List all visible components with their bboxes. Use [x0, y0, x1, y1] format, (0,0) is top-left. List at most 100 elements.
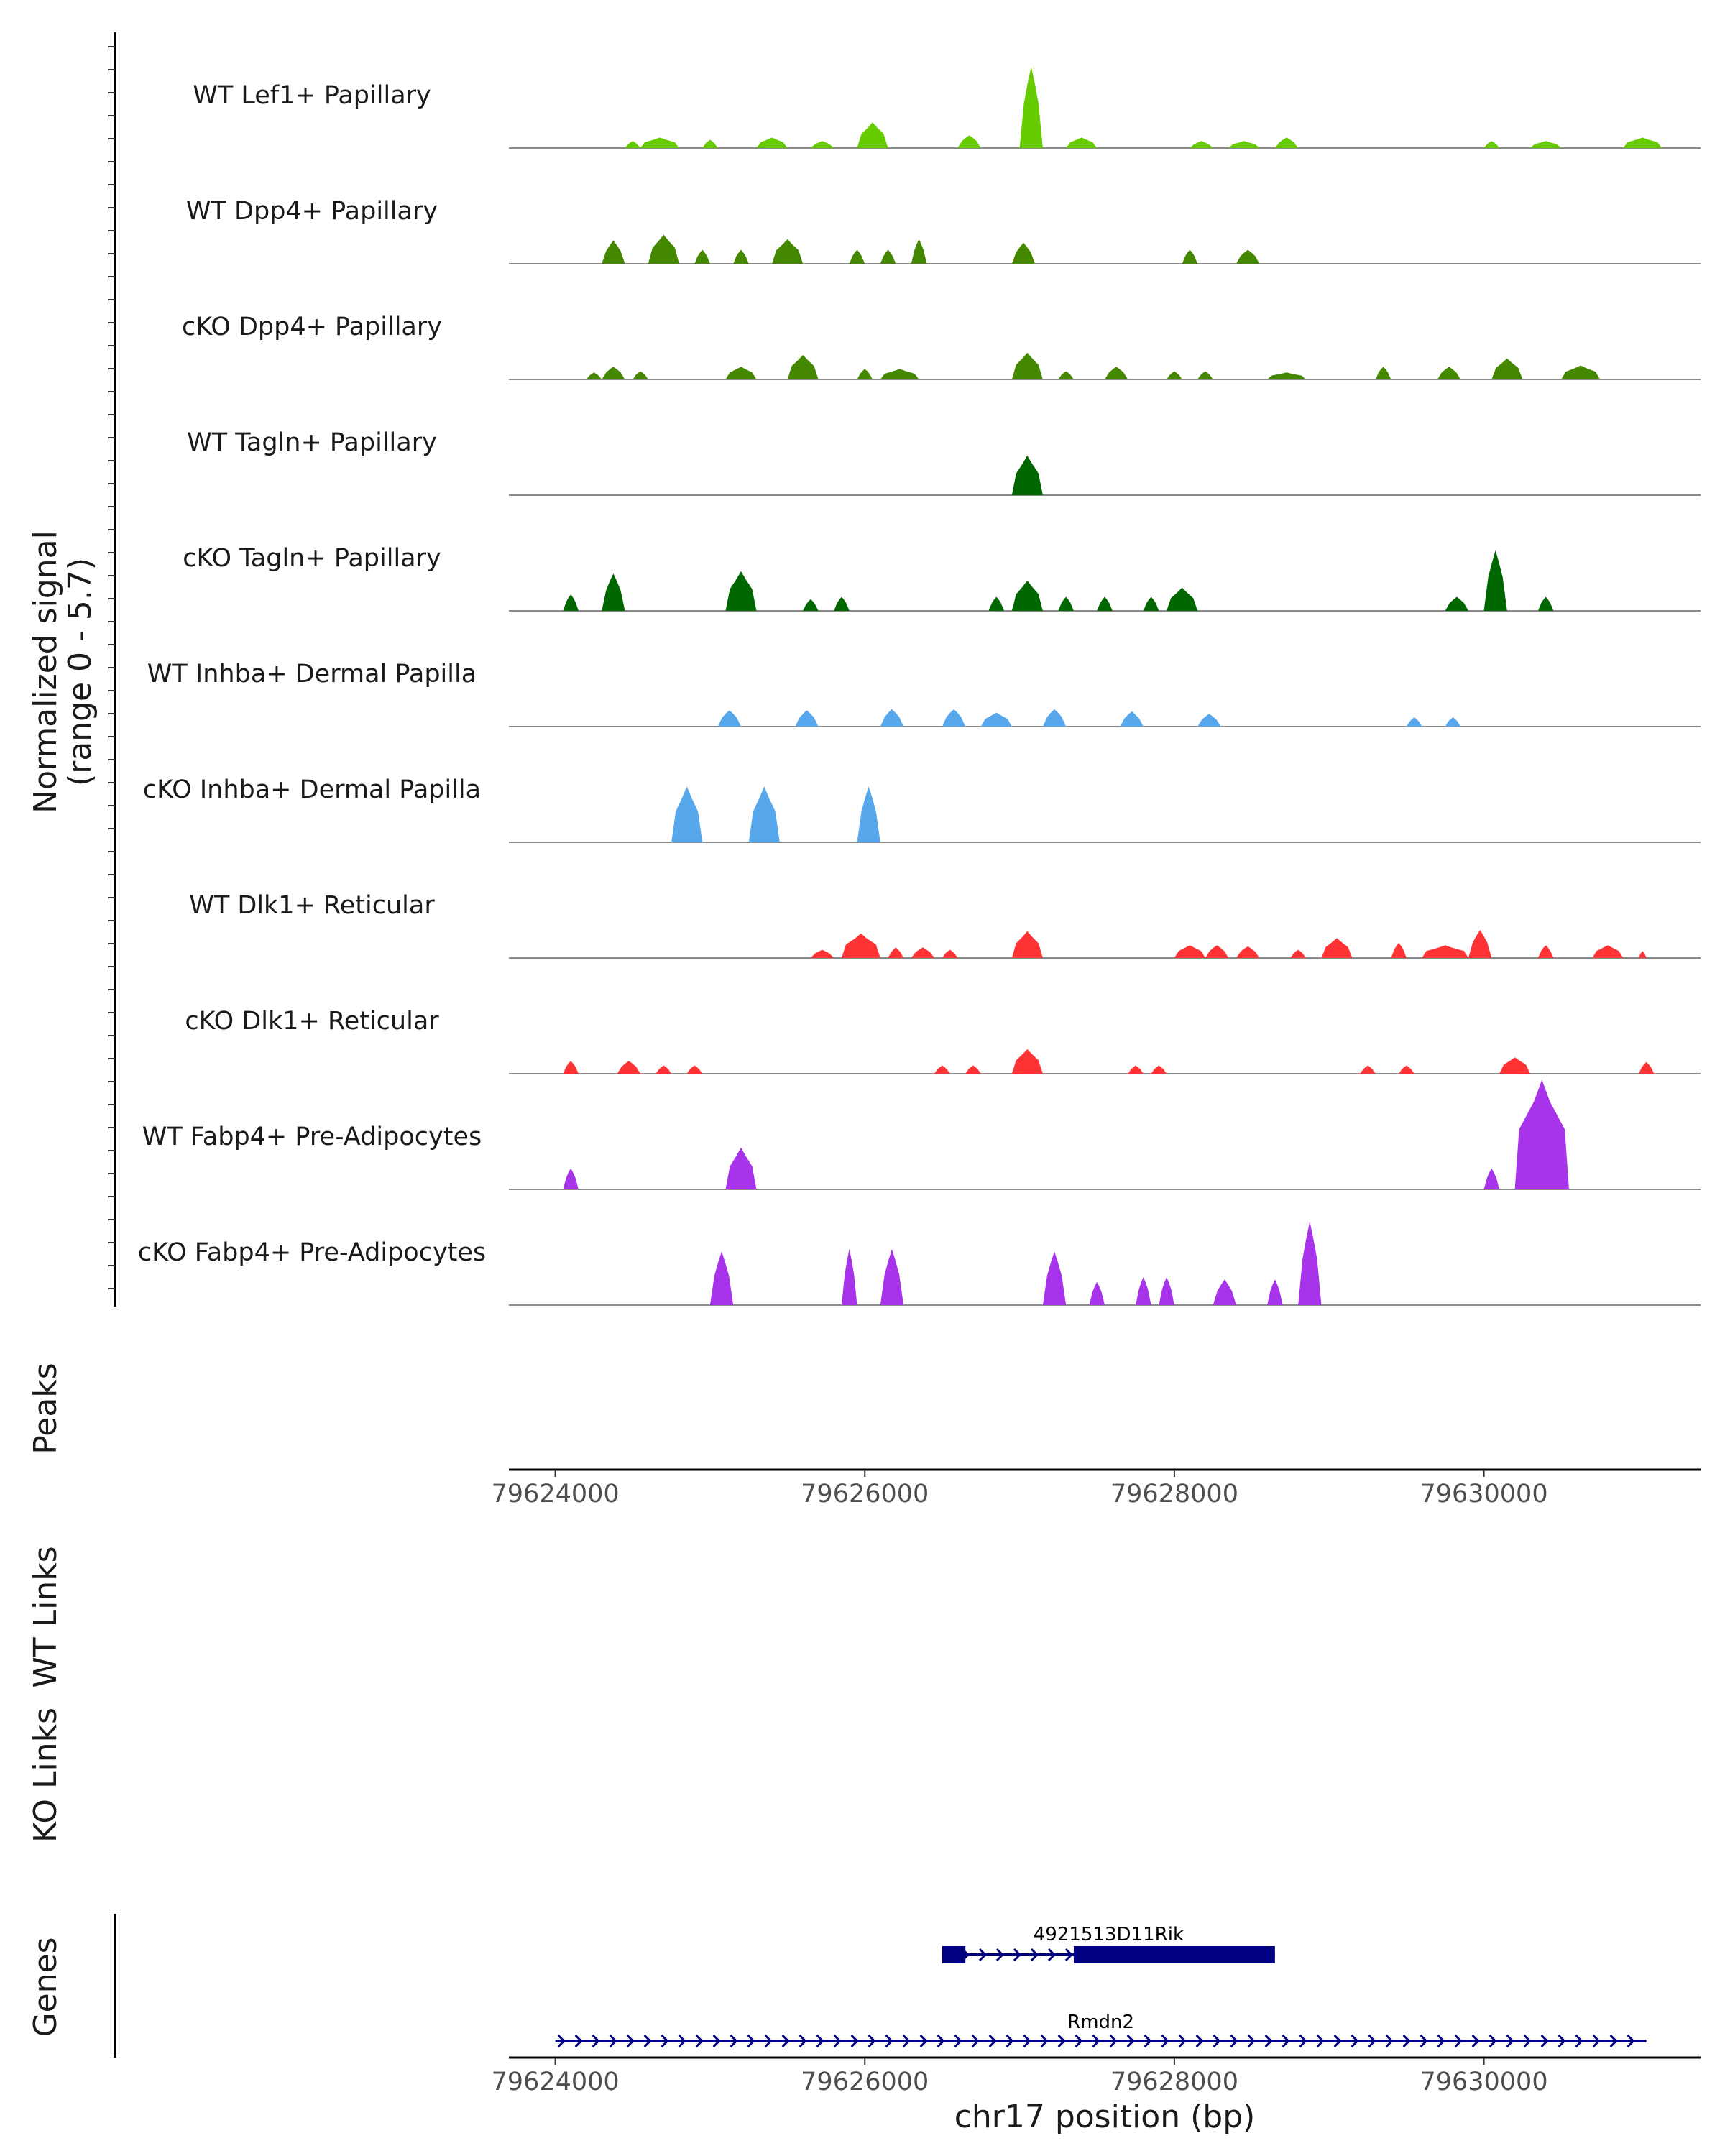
coverage-peak: [857, 369, 873, 379]
strand-arrow-icon: [816, 2034, 824, 2048]
strand-arrow-icon: [1040, 2034, 1049, 2048]
track-label: WT Fabp4+ Pre-Adipocytes: [142, 1123, 482, 1151]
strand-arrow-icon: [1368, 2034, 1376, 2048]
strand-arrow-icon: [609, 2034, 617, 2048]
track-cko-fabp4-pre-adipocytes: cKO Fabp4+ Pre-Adipocytes: [138, 1221, 1701, 1306]
coverage-peak: [1213, 1279, 1236, 1305]
track-label: cKO Tagln+ Papillary: [183, 544, 441, 573]
genes-x-axis-tick-label: 79628000: [1110, 2068, 1238, 2096]
coverage-peak: [648, 234, 679, 264]
genes-panel-title: Genes: [27, 1937, 64, 2037]
coverage-peak: [888, 947, 904, 958]
coverage-peak: [810, 949, 834, 958]
coverage-peak: [834, 596, 850, 611]
strand-arrow-icon: [1064, 1948, 1074, 1962]
coverage-peak: [1011, 455, 1043, 495]
coverage-peak: [1422, 945, 1468, 958]
strand-arrow-icon: [695, 2034, 704, 2048]
coverage-peak: [686, 1065, 703, 1074]
coverage-peak: [1537, 945, 1554, 958]
peaks-x-axis-tick-label: 79624000: [492, 1480, 620, 1508]
strand-arrow-icon: [885, 2034, 893, 2048]
coverage-peak: [756, 137, 788, 148]
strand-arrow-icon: [971, 2034, 980, 2048]
coverage-peak: [725, 1147, 757, 1189]
coverage-peak: [1143, 596, 1159, 611]
coverage-peak: [880, 369, 919, 379]
coverage-peak: [1375, 367, 1392, 379]
coverage-peak: [717, 710, 741, 727]
coverage-peak: [602, 573, 625, 611]
strand-arrow-icon: [1109, 2034, 1118, 2048]
genes-x-axis-tick-label: 79630000: [1420, 2068, 1547, 2096]
strand-arrow-icon: [1282, 2034, 1290, 2048]
coverage-peak: [1120, 711, 1144, 727]
coverage-peak: [1623, 137, 1662, 148]
coverage-peak: [725, 367, 757, 379]
strand-arrow-icon: [1151, 1948, 1160, 1962]
coverage-peak: [1058, 596, 1074, 611]
track-wt-tagln-papillary: WT Tagln+ Papillary: [187, 428, 1701, 496]
strand-arrow-icon: [1558, 2034, 1566, 2048]
strand-arrow-icon: [902, 2034, 911, 2048]
coverage-peak: [725, 571, 757, 611]
coverage-peak: [640, 137, 679, 148]
coverage-peak: [1236, 946, 1260, 958]
strand-arrow-icon: [1316, 2034, 1325, 2048]
strand-arrow-icon: [1333, 2034, 1342, 2048]
coverage-peak: [709, 1251, 734, 1305]
coverage-peak: [1174, 945, 1205, 958]
coverage-peak: [1205, 945, 1229, 958]
coverage-peak: [1484, 141, 1500, 148]
strand-arrow-icon: [1075, 2034, 1083, 2048]
coverage-peak: [1236, 249, 1260, 264]
strand-arrow-icon: [1351, 2034, 1359, 2048]
track-label: WT Dpp4+ Papillary: [186, 197, 438, 226]
coverage-peak: [1011, 1049, 1043, 1074]
coverage-peak: [957, 135, 981, 148]
strand-arrow-icon: [557, 2034, 566, 2048]
coverage-peak: [1011, 352, 1043, 379]
coverage-peak: [1537, 596, 1554, 611]
coverage-peak: [1228, 141, 1260, 148]
strand-arrow-icon: [1454, 2034, 1463, 2048]
strand-arrow-icon: [1047, 1948, 1057, 1962]
y-axis-title-line1: Normalized signal: [27, 530, 64, 814]
track-label: cKO Dpp4+ Papillary: [182, 313, 442, 341]
coverage-peak: [625, 141, 640, 148]
strand-arrow-icon: [978, 1948, 988, 1962]
coverage-peak: [1468, 930, 1492, 958]
strand-arrow-icon: [833, 2034, 842, 2048]
strand-arrow-icon: [1523, 2034, 1532, 2048]
strand-arrow-icon: [747, 2034, 755, 2048]
coverage-peak: [1011, 242, 1036, 264]
coverage-peak: [988, 596, 1004, 611]
coverage-peak: [880, 1249, 904, 1305]
track-wt-fabp4-pre-adipocytes: WT Fabp4+ Pre-Adipocytes: [142, 1079, 1701, 1190]
strand-arrow-icon: [1264, 2034, 1273, 2048]
y-axis-title-line2: (range 0 - 5.7): [62, 558, 98, 786]
strand-arrow-icon: [1168, 1948, 1177, 1962]
coverage-peak: [1406, 717, 1422, 727]
strand-arrow-icon: [1195, 2034, 1204, 2048]
coverage-peak: [849, 249, 865, 264]
coverage-peak: [1491, 358, 1523, 379]
coverage-peak: [934, 1065, 950, 1074]
strand-arrow-icon: [764, 2034, 773, 2048]
coverage-peak: [671, 786, 703, 842]
strand-arrow-icon: [919, 2034, 928, 2048]
strand-arrow-icon: [592, 2034, 600, 2048]
peaks-x-axis: 79624000 79626000 79628000 79630000: [492, 1470, 1548, 1508]
coverage-peak: [702, 139, 718, 148]
strand-arrow-icon: [1013, 1948, 1022, 1962]
strand-arrow-icon: [1299, 2034, 1307, 2048]
coverage-peak: [1592, 945, 1624, 958]
strand-arrow-icon: [1247, 2034, 1256, 2048]
coverage-peak: [795, 710, 819, 727]
coverage-peak: [1267, 372, 1306, 379]
coverage-peak: [748, 786, 780, 842]
strand-arrow-icon: [1185, 1948, 1195, 1962]
coverage-peak: [1530, 141, 1562, 148]
peaks-x-axis-tick-label: 79630000: [1420, 1480, 1547, 1508]
x-axis-title: chr17 position (bp): [954, 2099, 1256, 2135]
